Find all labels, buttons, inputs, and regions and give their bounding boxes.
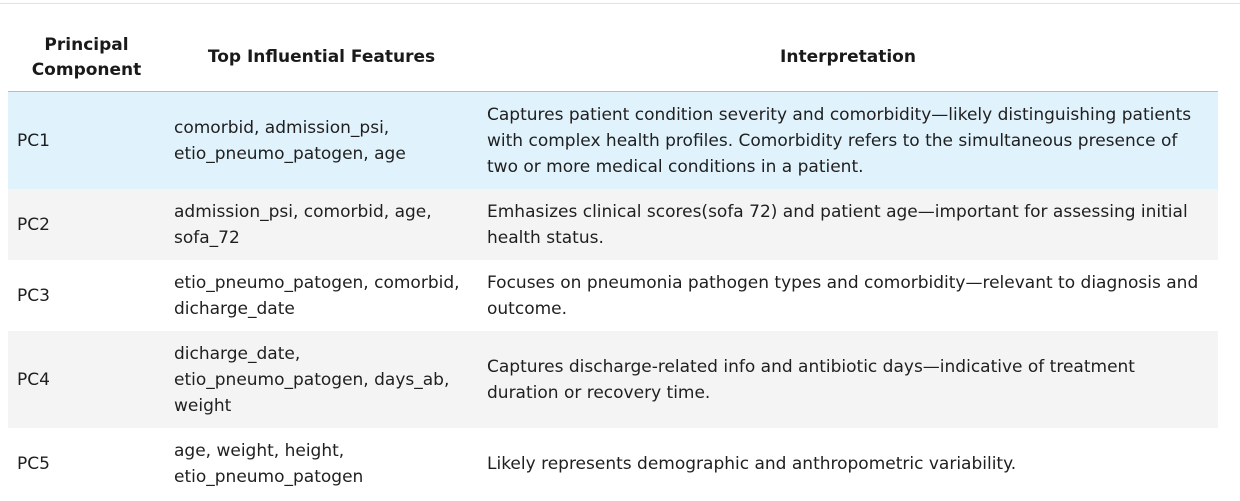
table-row: PC3 etio_pneumo_patogen, comorbid, dicha… <box>8 260 1218 331</box>
table-row: PC5 age, weight, height, etio_pneumo_pat… <box>8 428 1218 499</box>
header-interpretation: Interpretation <box>478 24 1218 92</box>
cell-features: etio_pneumo_patogen, comorbid, dicharge_… <box>165 260 478 331</box>
cell-features: admission_psi, comorbid, age, sofa_72 <box>165 189 478 260</box>
cell-interpretation: Likely represents demographic and anthro… <box>478 428 1218 499</box>
cell-interpretation: Emhasizes clinical scores(sofa 72) and p… <box>478 189 1218 260</box>
pca-table: Principal Component Top Influential Feat… <box>8 24 1218 499</box>
header-top-features: Top Influential Features <box>165 24 478 92</box>
table-body: PC1 comorbid, admission_psi, etio_pneumo… <box>8 91 1218 499</box>
header-principal-component: Principal Component <box>8 24 165 92</box>
table-header: Principal Component Top Influential Feat… <box>8 24 1218 92</box>
cell-component: PC1 <box>8 91 165 189</box>
cell-component: PC2 <box>8 189 165 260</box>
cell-features: age, weight, height, etio_pneumo_patogen <box>165 428 478 499</box>
cell-component: PC4 <box>8 331 165 428</box>
cell-interpretation: Captures patient condition severity and … <box>478 91 1218 189</box>
cell-features: dicharge_date, etio_pneumo_patogen, days… <box>165 331 478 428</box>
cell-interpretation: Focuses on pneumonia pathogen types and … <box>478 260 1218 331</box>
table-row: PC2 admission_psi, comorbid, age, sofa_7… <box>8 189 1218 260</box>
cell-component: PC3 <box>8 260 165 331</box>
top-divider <box>0 3 1240 4</box>
cell-features: comorbid, admission_psi, etio_pneumo_pat… <box>165 91 478 189</box>
table-row[interactable]: PC1 comorbid, admission_psi, etio_pneumo… <box>8 91 1218 189</box>
cell-interpretation: Captures discharge-related info and anti… <box>478 331 1218 428</box>
cell-component: PC5 <box>8 428 165 499</box>
table-row: PC4 dicharge_date, etio_pneumo_patogen, … <box>8 331 1218 428</box>
header-row: Principal Component Top Influential Feat… <box>8 24 1218 92</box>
